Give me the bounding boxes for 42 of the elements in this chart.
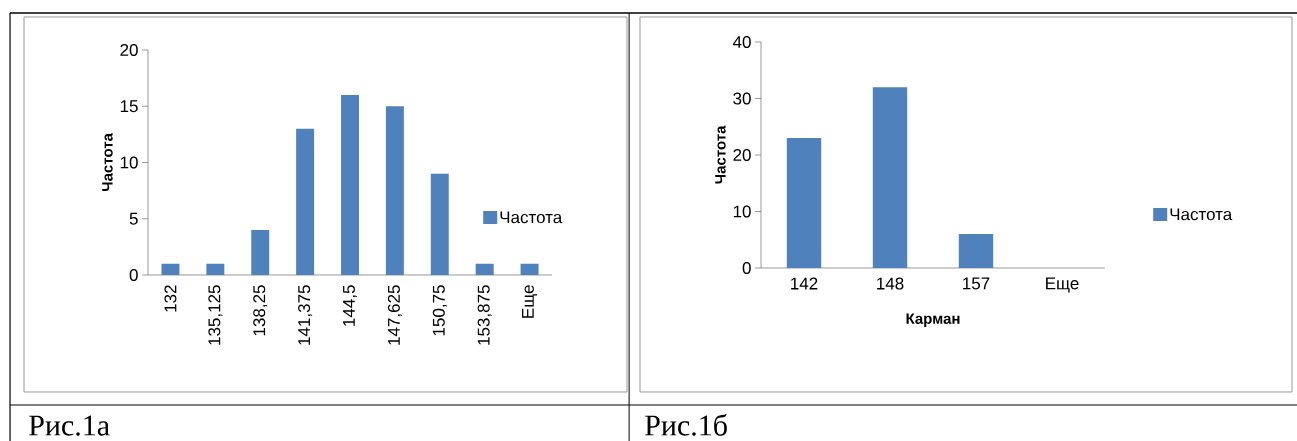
x-tick-label: 148 [877,277,904,290]
x-tick-label: 144,5 [343,285,357,326]
y-tick-label: 15 [120,100,138,113]
bar [251,229,270,275]
y-axis-title: Частота [102,132,113,192]
x-tick-label: 157 [963,277,990,290]
x-tick-label: 135,125 [208,285,223,345]
bar [475,263,494,275]
x-tick-label: 153,875 [477,285,492,345]
y-axis-title: Частота [715,125,726,184]
x-tick-label: 142 [791,277,818,290]
y-tick-label: 0 [129,268,138,282]
bar [206,263,225,275]
legend-label: Частота [1170,208,1233,221]
bar [958,234,994,268]
x-tick-label: Еще [1046,277,1079,293]
x-tick-label: 132 [164,285,177,312]
x-tick-label: 141,375 [298,285,313,345]
bar [520,263,539,275]
bar [296,128,315,275]
y-tick-label: 40 [732,35,751,49]
bar [430,173,449,275]
y-tick-label: 30 [733,92,751,105]
y-tick-label: 20 [120,43,138,57]
text: Рис.1б [645,413,727,436]
x-tick-label: 138,25 [253,285,268,336]
y-tick-label: 5 [129,212,138,225]
bar [385,106,404,275]
y-tick-label: 0 [742,261,751,275]
x-tick-label: 147,625 [387,285,402,345]
bar [161,263,180,275]
x-tick-label: 150,75 [432,285,447,336]
y-tick-label: 20 [733,148,751,162]
bar [872,87,908,268]
text: Рис.1а [29,415,110,436]
bar [786,138,822,268]
x-axis-title: Карман [906,313,960,327]
y-tick-label: 10 [120,156,138,169]
y-tick-label: 10 [733,205,751,218]
legend-label: Частота [500,211,563,224]
bar [341,94,359,275]
x-tick-label: Еще [522,285,538,318]
